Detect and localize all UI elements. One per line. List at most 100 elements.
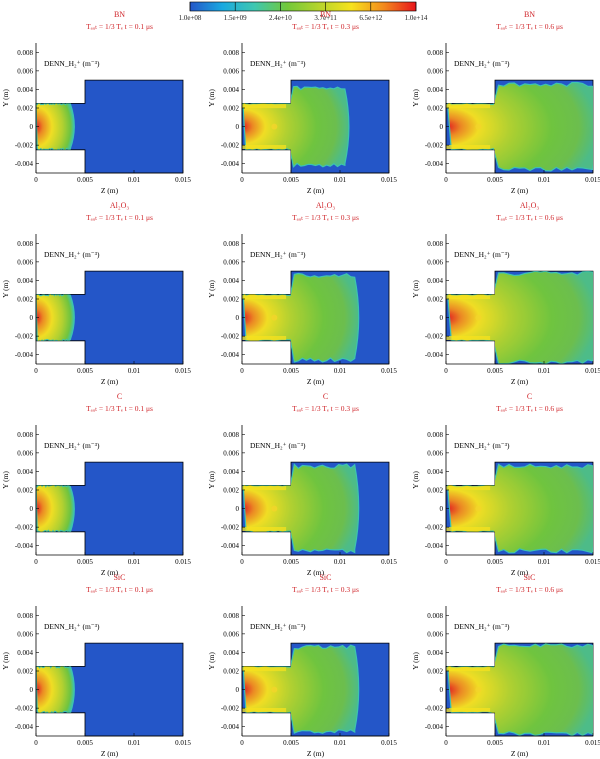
x-axis-label: Z (m) — [101, 749, 119, 758]
variable-label: DENN_H₂⁺ (m⁻³) — [454, 250, 510, 259]
plasma-plume-shape — [242, 463, 360, 554]
y-tick-label: 0.006 — [223, 258, 239, 266]
y-tick-label: 0.008 — [17, 431, 33, 439]
core-spot — [271, 686, 278, 693]
wall-layer — [446, 336, 491, 340]
panel-params: Tₐᵤₜ = 1/3 Tₑ t = 0.3 μs — [292, 585, 359, 594]
y-tick-label: 0.004 — [17, 277, 33, 285]
y-tick-label: -0.002 — [221, 333, 240, 341]
y-tick-label: 0.004 — [17, 468, 33, 476]
x-tick-label: 0.015 — [585, 739, 600, 747]
y-tick-label: -0.004 — [15, 723, 34, 731]
y-axis-label: Y (m) — [207, 652, 216, 670]
panel-params: Tₐᵤₜ = 1/3 Tₑ t = 0.1 μs — [86, 404, 153, 413]
y-tick-label: 0.004 — [427, 86, 443, 94]
wall-layer — [446, 486, 491, 491]
core-spot — [271, 314, 278, 321]
x-axis-label: Z (m) — [307, 749, 325, 758]
x-tick-label: 0.015 — [175, 176, 191, 184]
core-spot — [475, 505, 482, 512]
y-axis-label: Y (m) — [1, 471, 10, 489]
x-tick-label: 0.005 — [77, 739, 93, 747]
y-tick-label: 0.002 — [427, 105, 443, 113]
panel-params: Tₐᵤₜ = 1/3 Tₑ t = 0.6 μs — [496, 585, 563, 594]
x-axis-label: Z (m) — [307, 568, 325, 577]
panel-params: Tₐᵤₜ = 1/3 Tₑ t = 0.6 μs — [496, 404, 563, 413]
y-tick-label: 0.004 — [427, 649, 443, 657]
panel: C Tₐᵤₜ = 1/3 Tₑ t = 0.6 μs 0.008 0.006 0.004… — [411, 392, 600, 577]
core-spot — [475, 123, 482, 130]
plasma-plume-shape — [446, 271, 593, 364]
y-tick-label: -0.004 — [425, 160, 444, 168]
panel-title: BN — [320, 10, 331, 19]
y-tick-label: 0.008 — [17, 612, 33, 620]
x-tick-label: 0 — [34, 176, 38, 184]
y-tick-label: 0 — [440, 314, 444, 322]
plasma-plume — [446, 643, 593, 736]
y-tick-label: 0 — [30, 123, 34, 131]
y-axis-label: Y (m) — [207, 471, 216, 489]
x-axis-label: Z (m) — [511, 377, 529, 386]
x-tick-label: 0.01 — [538, 558, 551, 566]
y-tick-label: -0.002 — [221, 705, 240, 713]
panel: BN Tₐᵤₜ = 1/3 Tₑ t = 0.6 μs 0.008 0.006 0.00… — [411, 10, 600, 195]
y-tick-label: 0.006 — [17, 630, 33, 638]
panel-params: Tₐᵤₜ = 1/3 Tₑ t = 0.6 μs — [496, 22, 563, 31]
y-tick-label: -0.002 — [15, 705, 34, 713]
colorbar-gradient — [189, 1, 417, 12]
x-tick-label: 0.005 — [487, 367, 503, 375]
panel-title: BN — [524, 10, 535, 19]
x-tick-label: 0.01 — [334, 367, 347, 375]
wall-layer — [242, 295, 287, 300]
plasma-plume — [242, 644, 360, 734]
y-tick-label: 0.004 — [223, 277, 239, 285]
y-axis-label: Y (m) — [411, 652, 420, 670]
panel: Al₂O₃ Tₐᵤₜ = 1/3 Tₑ t = 0.1 μs 0.008 0.006 0… — [1, 201, 191, 386]
x-tick-label: 0.01 — [538, 367, 551, 375]
x-tick-label: 0 — [240, 176, 244, 184]
x-tick-label: 0.015 — [381, 367, 397, 375]
y-tick-label: -0.002 — [15, 142, 34, 150]
colorbar-tick-label: 6.5e+12 — [359, 14, 382, 22]
wall-layer — [242, 104, 287, 109]
panel: Al₂O₃ Tₐᵤₜ = 1/3 Tₑ t = 0.6 μs 0.008 0.006 0… — [411, 201, 600, 386]
x-tick-label: 0.005 — [283, 558, 299, 566]
y-tick-label: 0.002 — [17, 668, 33, 676]
panel: BN Tₐᵤₜ = 1/3 Tₑ t = 0.1 μs 0.008 0.006 0.00… — [1, 10, 191, 195]
x-tick-label: 0.005 — [283, 739, 299, 747]
y-tick-label: -0.002 — [425, 705, 444, 713]
x-tick-label: 0 — [240, 739, 244, 747]
y-tick-label: 0.006 — [223, 449, 239, 457]
x-tick-label: 0.005 — [487, 558, 503, 566]
x-tick-label: 0.015 — [585, 176, 600, 184]
panel-params: Tₐᵤₜ = 1/3 Tₑ t = 0.3 μs — [292, 22, 359, 31]
y-tick-label: 0.002 — [427, 668, 443, 676]
y-tick-label: 0.002 — [17, 296, 33, 304]
y-tick-label: 0.002 — [17, 105, 33, 113]
y-tick-label: 0.002 — [223, 105, 239, 113]
y-tick-label: 0.002 — [17, 487, 33, 495]
y-tick-label: 0 — [440, 686, 444, 694]
y-tick-label: 0.006 — [17, 67, 33, 75]
core-spot — [271, 123, 278, 130]
y-tick-label: 0.002 — [223, 296, 239, 304]
y-tick-label: 0.006 — [17, 258, 33, 266]
y-tick-label: -0.002 — [425, 524, 444, 532]
colorbar-tick-label: 1.0e+08 — [179, 14, 202, 22]
y-tick-label: 0.008 — [223, 49, 239, 57]
plasma-plume — [36, 101, 75, 152]
variable-label: DENN_H₂⁺ (m⁻³) — [44, 441, 100, 450]
y-tick-label: 0.004 — [17, 86, 33, 94]
y-tick-label: 0 — [440, 505, 444, 513]
y-tick-label: -0.002 — [221, 142, 240, 150]
plasma-plume-shape — [446, 643, 593, 736]
variable-label: DENN_H₂⁺ (m⁻³) — [44, 59, 100, 68]
variable-label: DENN_H₂⁺ (m⁻³) — [454, 59, 510, 68]
y-tick-label: 0.002 — [223, 487, 239, 495]
x-tick-label: 0.01 — [128, 558, 141, 566]
variable-label: DENN_H₂⁺ (m⁻³) — [250, 59, 306, 68]
x-tick-label: 0.005 — [77, 176, 93, 184]
variable-label: DENN_H₂⁺ (m⁻³) — [44, 250, 100, 259]
y-tick-label: -0.004 — [221, 351, 240, 359]
plasma-plume — [242, 463, 360, 554]
